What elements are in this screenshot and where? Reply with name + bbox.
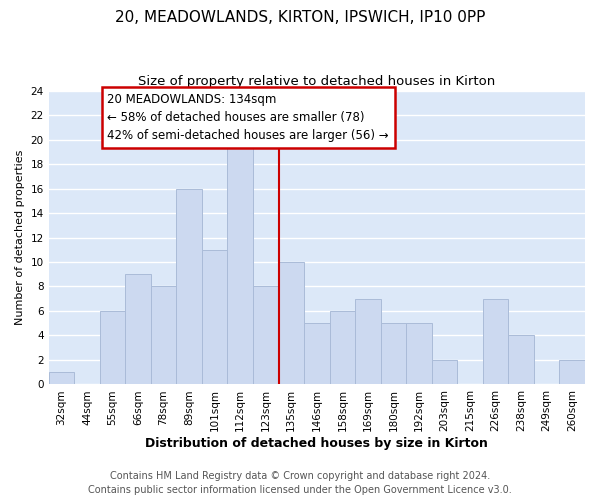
Bar <box>49 372 74 384</box>
Bar <box>304 323 329 384</box>
Bar <box>227 140 253 384</box>
Bar <box>329 311 355 384</box>
Text: 20 MEADOWLANDS: 134sqm
← 58% of detached houses are smaller (78)
42% of semi-det: 20 MEADOWLANDS: 134sqm ← 58% of detached… <box>107 93 389 142</box>
Bar <box>151 286 176 384</box>
X-axis label: Distribution of detached houses by size in Kirton: Distribution of detached houses by size … <box>145 437 488 450</box>
Bar <box>202 250 227 384</box>
Bar <box>100 311 125 384</box>
Bar <box>125 274 151 384</box>
Bar <box>483 298 508 384</box>
Bar <box>253 286 278 384</box>
Bar <box>355 298 380 384</box>
Y-axis label: Number of detached properties: Number of detached properties <box>15 150 25 325</box>
Bar <box>380 323 406 384</box>
Bar <box>432 360 457 384</box>
Bar <box>559 360 585 384</box>
Bar <box>278 262 304 384</box>
Bar <box>176 188 202 384</box>
Text: 20, MEADOWLANDS, KIRTON, IPSWICH, IP10 0PP: 20, MEADOWLANDS, KIRTON, IPSWICH, IP10 0… <box>115 10 485 25</box>
Bar <box>508 336 534 384</box>
Bar <box>406 323 432 384</box>
Title: Size of property relative to detached houses in Kirton: Size of property relative to detached ho… <box>138 75 496 88</box>
Text: Contains HM Land Registry data © Crown copyright and database right 2024.
Contai: Contains HM Land Registry data © Crown c… <box>88 471 512 495</box>
